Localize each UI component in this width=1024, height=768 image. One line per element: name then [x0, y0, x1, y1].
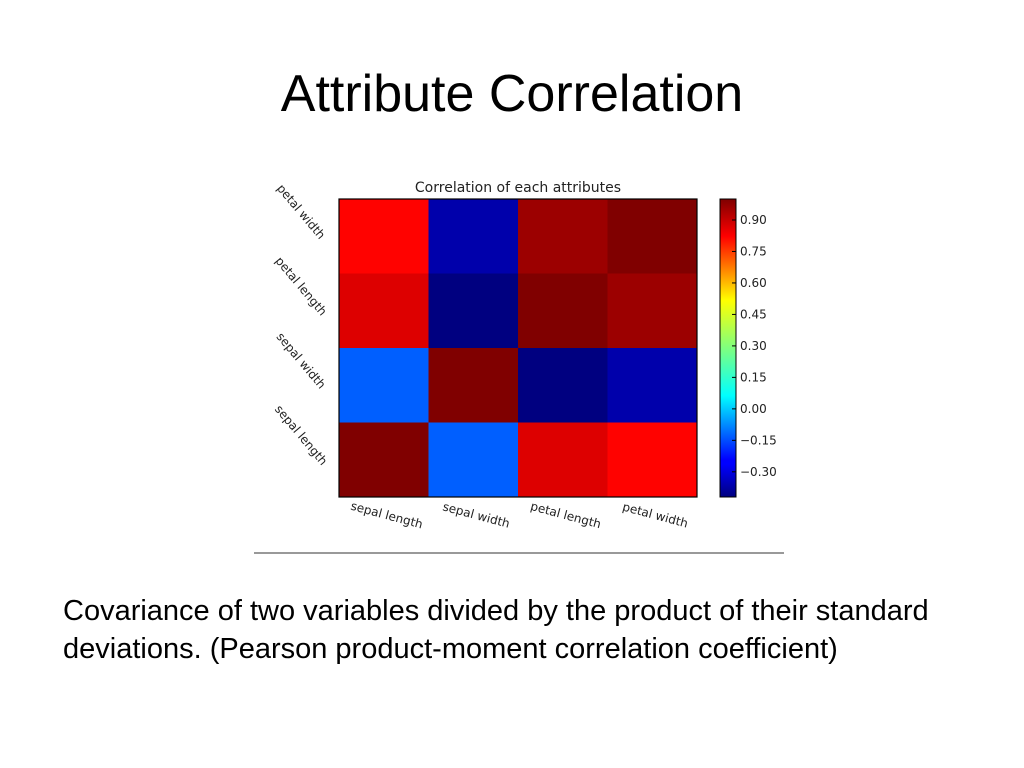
heatmap-cell [518, 273, 608, 349]
heatmap-cell [607, 422, 698, 498]
heatmap-cell [518, 199, 608, 274]
y-tick-label: sepal width [274, 330, 329, 392]
colorbar [719, 198, 737, 498]
y-tick-label: petal length [272, 254, 329, 319]
x-tick-label: petal length [529, 499, 603, 531]
y-tick-label: petal width [274, 181, 328, 242]
heatmap-cell [607, 273, 698, 349]
chart-title: Correlation of each attributes [415, 180, 621, 196]
heatmap-cell [428, 199, 519, 274]
correlation-figure: Correlation of each attributes sepal len… [250, 160, 790, 560]
heatmap-cell [607, 199, 698, 274]
heatmap-cell [428, 273, 519, 349]
slide-caption: Covariance of two variables divided by t… [63, 595, 929, 665]
heatmap-cell [428, 422, 519, 498]
x-tick-label: sepal width [441, 499, 511, 530]
colorbar-tick-label: −0.30 [740, 465, 777, 479]
x-tick-label: sepal length [349, 499, 424, 532]
colorbar-ticks: 0.90 0.75 0.60 0.45 0.30 0.15 0.00 −0.15 −0.30 [732, 213, 777, 479]
colorbar-tick-label: 0.00 [740, 402, 767, 416]
correlation-heatmap: Correlation of each attributes sepal len… [254, 180, 784, 554]
x-tick-labels: sepal length sepal width petal length petal… [349, 499, 689, 532]
y-tick-labels: petal width petal length sepal width sepal … [272, 181, 330, 468]
heatmap-cell [339, 199, 429, 274]
heatmap-cell [518, 422, 608, 498]
heatmap-cell [607, 348, 698, 423]
colorbar-tick-label: −0.15 [740, 433, 777, 447]
heatmap-frame [338, 198, 698, 498]
colorbar-tick-label: 0.75 [740, 244, 767, 258]
slide-title: Attribute Correlation [280, 65, 744, 123]
colorbar-tick-label: 0.90 [740, 213, 767, 227]
heatmap-cell [339, 273, 429, 349]
heatmap-cell [339, 422, 429, 498]
colorbar-tick-label: 0.60 [740, 276, 767, 290]
y-tick-label: sepal length [272, 402, 330, 468]
heatmap-cell [518, 348, 608, 423]
colorbar-tick-label: 0.15 [740, 370, 767, 384]
colorbar-tick-label: 0.45 [740, 307, 767, 321]
heatmap-cell [339, 348, 429, 423]
heatmap-cells [339, 199, 698, 498]
heatmap-cell [428, 348, 519, 423]
colorbar-tick-label: 0.30 [740, 339, 767, 353]
x-tick-label: petal width [621, 500, 690, 531]
